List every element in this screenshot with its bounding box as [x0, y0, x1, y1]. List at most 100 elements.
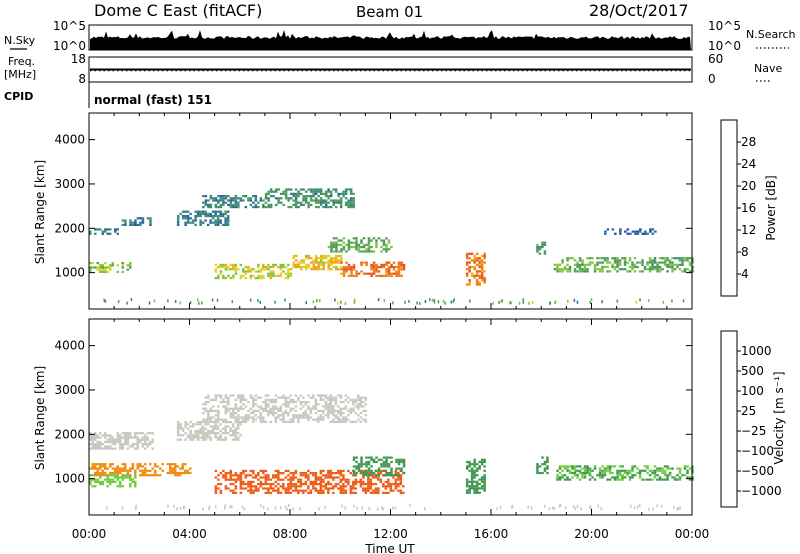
velocity-panel-cell: [344, 485, 348, 488]
velocity-panel-cell: [124, 432, 127, 435]
time-tick-label: 04:00: [172, 527, 207, 541]
power-panel-cell: [553, 268, 557, 271]
power-panel-cell: [688, 270, 692, 273]
power-panel-cell: [257, 201, 260, 204]
velocity-panel-cell: [287, 485, 290, 488]
power-panel-cell: [367, 272, 371, 275]
power-panel-cell: [683, 268, 687, 271]
velocity-panel-cell: [661, 471, 664, 475]
power-panel-cell: [267, 203, 270, 206]
velocity-panel-cell: [237, 396, 240, 399]
velocity-panel-cell: [189, 471, 192, 475]
velocity-panel-cell: [234, 412, 238, 415]
velocity-panel-cell: [109, 471, 112, 475]
power-panel-cell: [678, 257, 682, 260]
power-panel-cell: [257, 299, 259, 303]
velocity-panel-cell: [151, 467, 154, 470]
velocity-panel-cell: [231, 425, 235, 428]
velocity-panel-cell: [384, 487, 388, 490]
velocity-panel-cell: [257, 489, 260, 492]
velocity-panel-cell: [478, 478, 481, 481]
power-panel-cell: [234, 263, 238, 266]
velocity-panel-cell: [297, 418, 300, 421]
power-panel-cell: [352, 263, 356, 266]
power-panel-cell: [639, 228, 642, 231]
power-panel-cell: [357, 248, 361, 251]
velocity-panel-cell: [304, 489, 308, 492]
power-panel-cell: [329, 190, 333, 193]
velocity-panel-cell: [377, 487, 380, 490]
velocity-panel-cell: [324, 407, 328, 410]
velocity-panel-cell: [176, 438, 180, 441]
velocity-panel-cell: [264, 407, 268, 410]
velocity-panel-cell: [352, 485, 355, 488]
power-panel-cell: [658, 265, 662, 269]
velocity-panel-cell: [242, 398, 245, 401]
velocity-panel-cell: [214, 396, 218, 399]
velocity-panel-cell: [252, 401, 255, 404]
velocity-panel-cell: [179, 506, 182, 510]
power-panel-cell: [126, 301, 128, 305]
velocity-panel-cell: [264, 403, 268, 406]
velocity-panel-cell: [354, 420, 358, 423]
velocity-panel-cell: [342, 485, 345, 488]
velocity-panel-cell: [307, 407, 310, 410]
velocity-panel-cell: [134, 471, 137, 475]
power-panel-cell: [342, 266, 346, 269]
time-axis-labels: 00:00 04:00 08:00 12:00 16:00 20:00 00:00: [72, 527, 710, 541]
power-panel-cell: [254, 199, 258, 202]
power-panel-cell: [492, 301, 494, 305]
velocity-panel-cell: [109, 465, 112, 468]
velocity-panel-cell: [332, 407, 335, 410]
velocity-panel-cell: [277, 476, 280, 479]
power-panel-cell: [141, 221, 145, 224]
velocity-panel-cell: [101, 471, 104, 475]
power-panel-cell: [325, 257, 328, 260]
nsearch-tick-bottom: 10^0: [708, 39, 741, 53]
power-panel-cell: [239, 263, 243, 266]
velocity-panel-cell: [217, 394, 220, 397]
power-panel-cell: [309, 190, 313, 193]
power-panel-cell: [601, 268, 604, 271]
velocity-panel-cell: [131, 480, 134, 483]
power-panel-cell: [317, 261, 320, 264]
velocity-panel-cell: [154, 463, 157, 466]
power-panel-cell: [300, 268, 303, 271]
velocity-panel-cell: [319, 472, 323, 475]
power-panel-cell: [279, 272, 283, 275]
velocity-panel-cell: [214, 425, 217, 428]
velocity-panel-cell: [666, 478, 669, 481]
velocity-panel-cell: [194, 429, 197, 432]
velocity-panel-cell: [365, 465, 368, 468]
power-panel-cell: [186, 210, 190, 213]
velocity-panel-cell: [269, 401, 273, 404]
velocity-panel-cell: [186, 436, 190, 439]
velocity-panel-cell: [365, 463, 368, 466]
velocity-panel-cell: [269, 420, 273, 423]
velocity-panel-cell: [653, 469, 657, 472]
velocity-panel-cell: [339, 418, 343, 421]
velocity-panel-cell: [586, 471, 589, 475]
velocity-panel-cell: [387, 471, 391, 475]
velocity-panel-cell: [156, 474, 159, 477]
power-panel-cell: [234, 206, 238, 209]
velocity-panel-cell: [364, 487, 368, 490]
velocity-panel-cell: [284, 405, 288, 408]
power-panel-cell: [129, 223, 132, 226]
power-panel-cell: [365, 261, 368, 264]
velocity-panel-cell: [377, 467, 381, 470]
power-panel-cell: [202, 206, 205, 209]
power-panel-cell: [219, 195, 223, 198]
velocity-panel-cell: [254, 474, 258, 477]
power-panel-ytick-label: 1000: [54, 266, 85, 280]
velocity-panel-cell: [364, 396, 368, 399]
velocity-panel-cell: [666, 476, 669, 479]
time-tick-label: 16:00: [474, 527, 509, 541]
power-panel-cell: [244, 272, 248, 275]
velocity-panel-cell: [563, 478, 567, 481]
velocity-panel-cell: [267, 489, 270, 492]
power-panel-cell: [249, 277, 253, 280]
velocity-panel-cell: [282, 403, 285, 406]
power-panel-cell: [247, 266, 250, 269]
